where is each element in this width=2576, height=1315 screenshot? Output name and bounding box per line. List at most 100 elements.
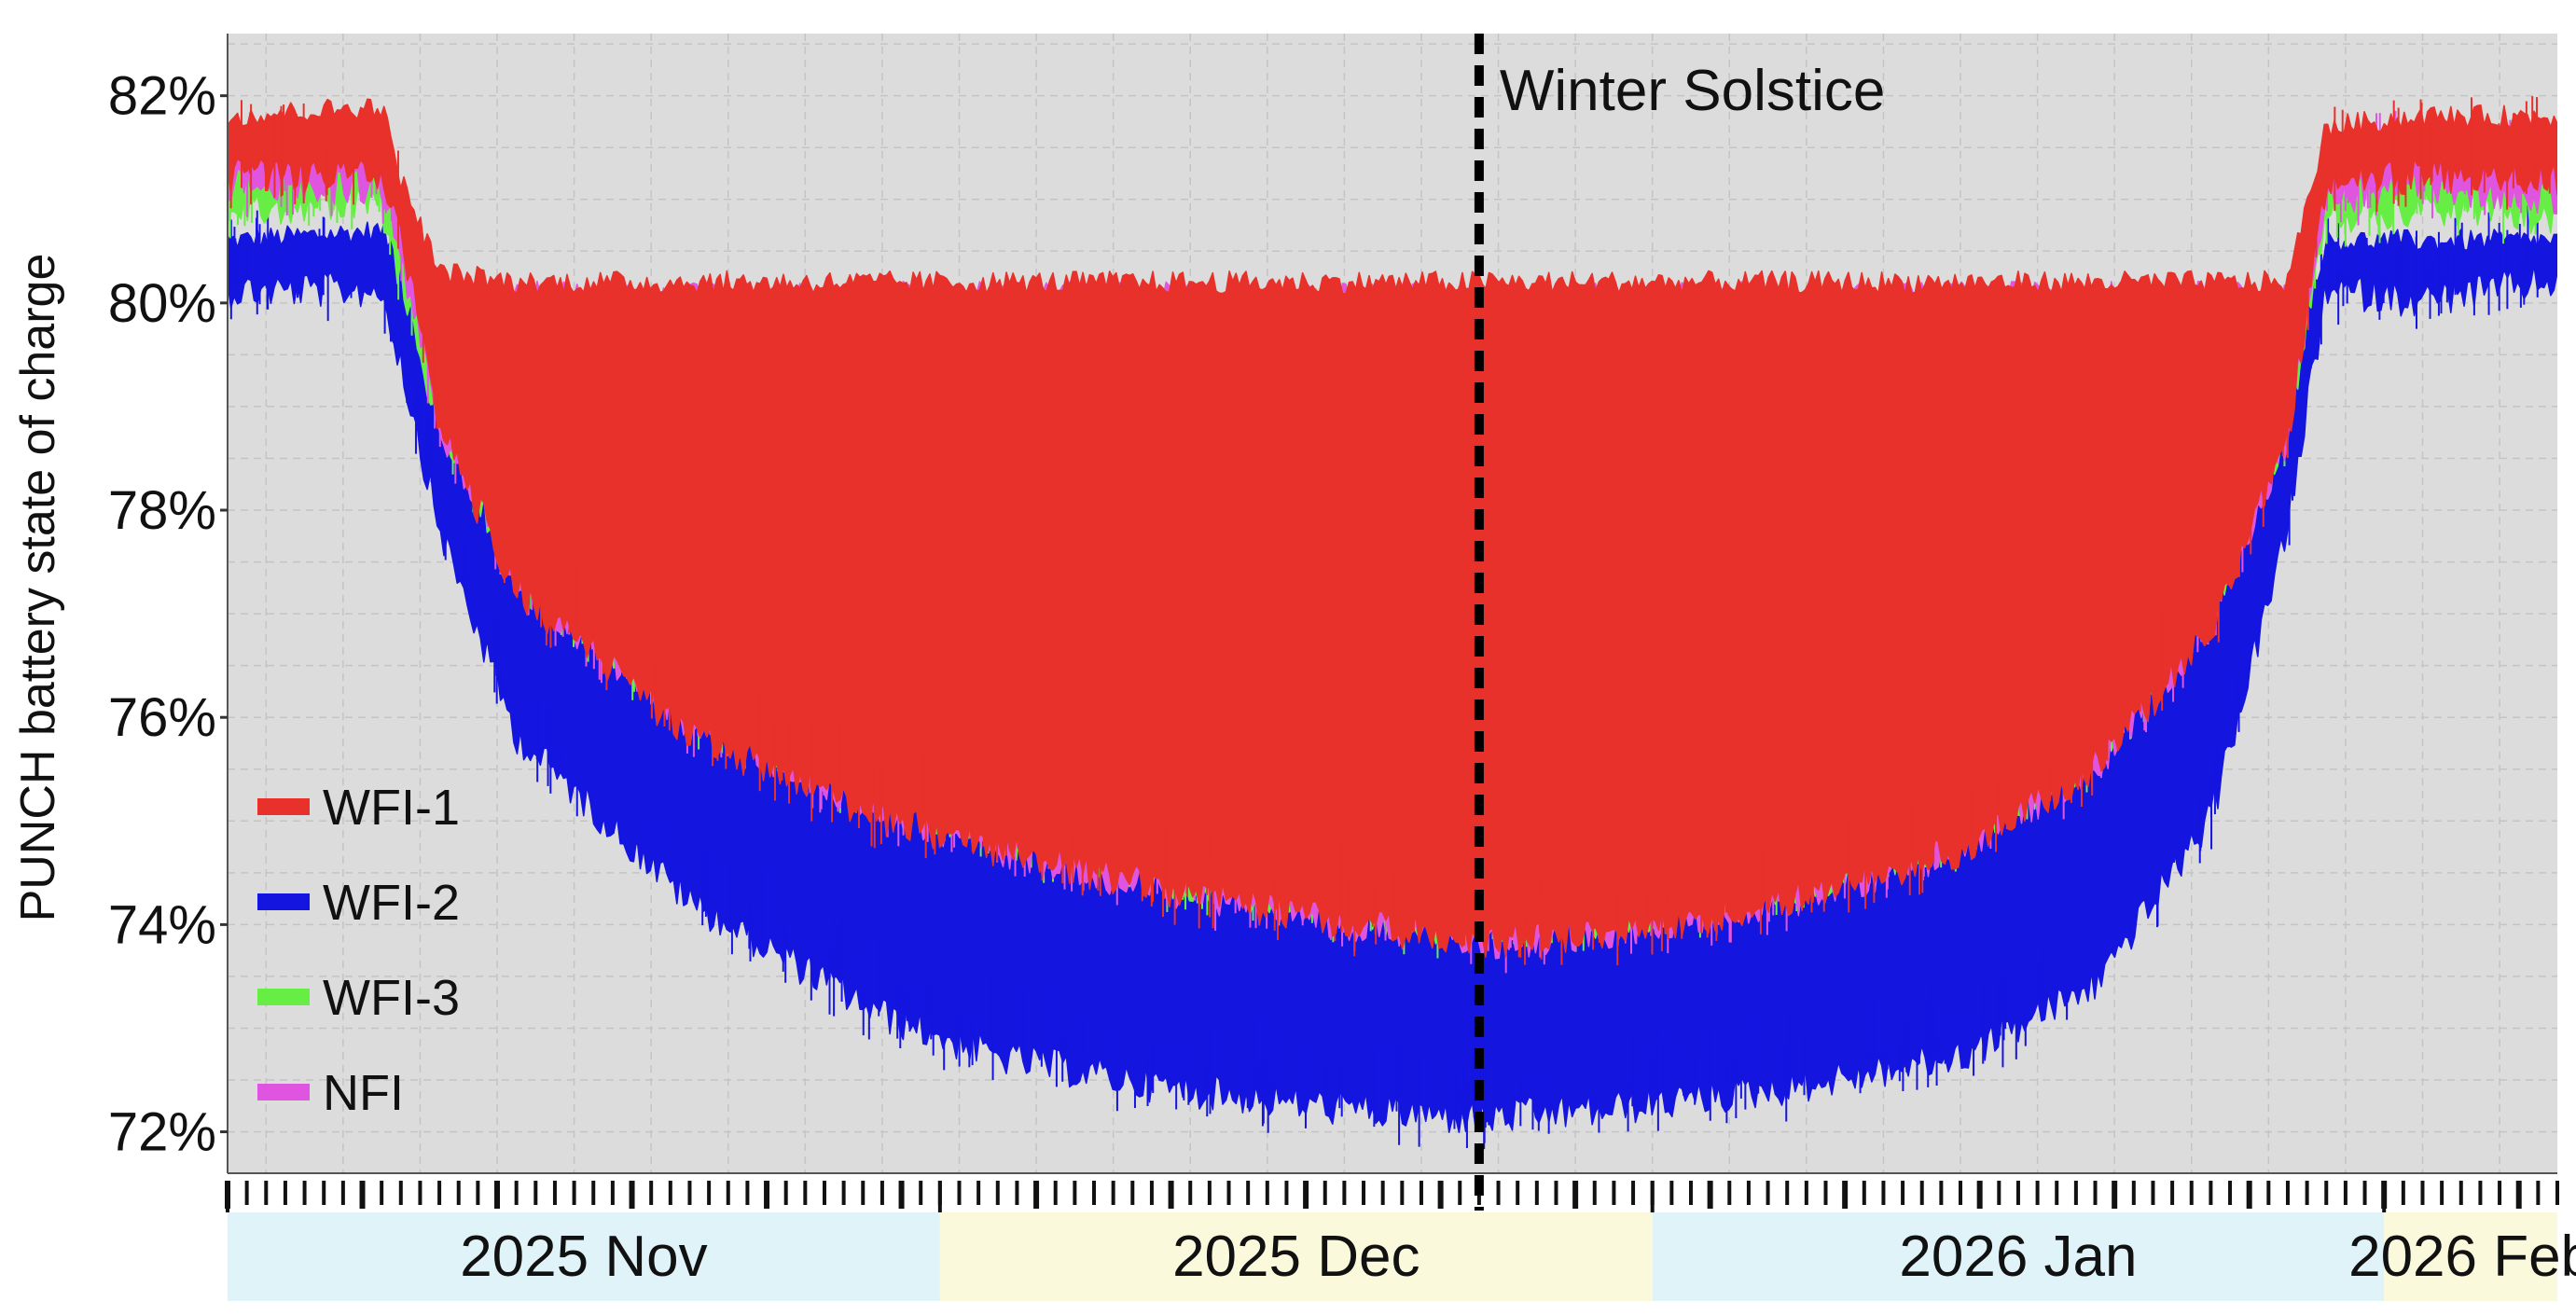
x-tick-mark — [1092, 1181, 1097, 1205]
x-tick-mark — [1342, 1181, 1347, 1205]
x-tick-mark — [861, 1181, 866, 1205]
x-tick-mark — [1053, 1181, 1058, 1205]
annotation-layer: Winter Solstice — [1474, 34, 1885, 1211]
x-tick-mark — [649, 1181, 654, 1205]
x-tick-mark — [322, 1181, 326, 1205]
x-tick-mark — [302, 1181, 307, 1205]
legend-entry: WFI-3 — [323, 970, 460, 1026]
solstice-label: Winter Solstice — [1500, 59, 1885, 123]
axis-layer: 72% 74% 76% 78% 80% 82% — [108, 34, 2559, 1209]
x-tick-mark — [2035, 1181, 2040, 1205]
x-tick-mark — [2055, 1181, 2059, 1205]
legend-entry: WFI-2 — [323, 875, 460, 931]
y-tick-label: 72% — [108, 1102, 216, 1163]
x-tick-mark — [783, 1181, 788, 1205]
x-tick-mark — [1919, 1181, 1924, 1205]
x-tick-mark — [745, 1181, 750, 1205]
legend-swatch — [257, 989, 310, 1005]
x-tick-mark — [1669, 1181, 1674, 1205]
x-tick-mark — [1246, 1181, 1251, 1205]
x-tick-mark — [2478, 1181, 2483, 1205]
legend-swatch — [257, 1084, 310, 1100]
legend-swatch — [257, 798, 310, 815]
x-tick-mark — [803, 1181, 808, 1205]
series-layer — [228, 96, 2557, 1150]
x-tick-mark — [476, 1181, 480, 1205]
x-tick-mark — [1631, 1181, 1636, 1205]
x-tick-mark — [726, 1181, 730, 1205]
x-tick-mark — [1323, 1181, 1327, 1205]
x-tick-mark — [1188, 1181, 1193, 1205]
x-tick-mark — [2285, 1181, 2290, 1205]
x-tick-mark — [2170, 1181, 2175, 1205]
x-tick-mark — [1862, 1181, 1866, 1205]
x-tick-mark — [1976, 1181, 1983, 1209]
x-tick-mark — [2324, 1181, 2329, 1205]
x-tick-mark — [1226, 1181, 1231, 1205]
series-wfi-2-spikes — [229, 205, 2539, 1150]
x-tick-mark — [822, 1181, 826, 1205]
x-tick-mark — [494, 1181, 501, 1209]
x-tick-mark — [1033, 1181, 1040, 1209]
x-tick-mark — [514, 1181, 519, 1205]
x-tick-mark — [283, 1181, 287, 1205]
x-tick-mark — [2073, 1181, 2078, 1205]
x-tick-mark — [1168, 1181, 1174, 1209]
month-label: 2025 Nov — [460, 1225, 707, 1289]
x-tick-mark — [919, 1181, 923, 1205]
x-tick-mark — [2536, 1181, 2541, 1205]
x-tick-mark — [610, 1181, 615, 1205]
x-tick-mark — [398, 1181, 403, 1205]
x-tick-mark — [1362, 1181, 1366, 1205]
month-band — [1652, 1212, 2385, 1301]
x-tick-mark — [1265, 1181, 1269, 1205]
x-tick-mark — [2555, 1181, 2559, 1205]
x-tick-mark — [380, 1181, 384, 1205]
x-tick-mark — [359, 1181, 366, 1209]
x-tick-mark — [707, 1181, 712, 1205]
series-wfi-1-band — [228, 98, 2557, 958]
x-tick-mark — [1111, 1181, 1115, 1205]
x-tick-mark — [1437, 1181, 1444, 1209]
x-tick-mark — [1130, 1181, 1135, 1205]
x-tick-mark — [1073, 1181, 1077, 1205]
x-tick-mark — [2420, 1181, 2425, 1205]
x-tick-mark — [1823, 1181, 1828, 1205]
x-tick-mark — [1303, 1181, 1309, 1209]
legend-entry: WFI-1 — [323, 780, 460, 836]
x-tick-mark — [2362, 1181, 2367, 1205]
x-tick-mark — [2015, 1181, 2020, 1205]
x-tick-mark — [1727, 1181, 1732, 1205]
x-tick-mark — [2266, 1181, 2271, 1205]
x-tick-mark — [1959, 1181, 1963, 1205]
month-band-layer: 2025 Nov 2025 Dec 2026 Jan 2026 Feb — [226, 1181, 2576, 1301]
y-tick-label: 78% — [108, 480, 216, 541]
x-tick-mark — [976, 1181, 981, 1205]
x-tick-mark — [2515, 1181, 2522, 1209]
x-tick-mark — [1015, 1181, 1019, 1205]
x-tick-mark — [1419, 1181, 1423, 1205]
legend: WFI-1 WFI-2 WFI-3 NFI — [257, 780, 460, 1121]
x-tick-mark — [1516, 1181, 1520, 1205]
x-tick-mark — [1592, 1181, 1597, 1205]
x-tick-mark — [841, 1181, 846, 1205]
x-tick-mark — [1149, 1181, 1154, 1205]
x-tick-mark — [668, 1181, 672, 1205]
month-band — [2384, 1212, 2557, 1301]
x-tick-mark — [957, 1181, 962, 1205]
x-tick-mark — [2093, 1181, 2098, 1205]
x-tick-mark — [572, 1181, 576, 1205]
x-tick-mark — [2151, 1181, 2155, 1205]
y-tick-label: 76% — [108, 687, 216, 748]
x-tick-mark — [1707, 1181, 1713, 1209]
x-tick-mark — [2112, 1181, 2118, 1209]
x-tick-mark — [1901, 1181, 1905, 1205]
x-tick-mark — [591, 1181, 596, 1205]
x-tick-mark — [456, 1181, 461, 1205]
x-tick-mark — [533, 1181, 538, 1205]
x-tick-mark — [2498, 1181, 2502, 1205]
x-tick-mark — [1534, 1181, 1539, 1205]
x-tick-mark — [1939, 1181, 1944, 1205]
x-tick-mark — [2458, 1181, 2463, 1205]
x-tick-mark — [995, 1181, 1000, 1205]
